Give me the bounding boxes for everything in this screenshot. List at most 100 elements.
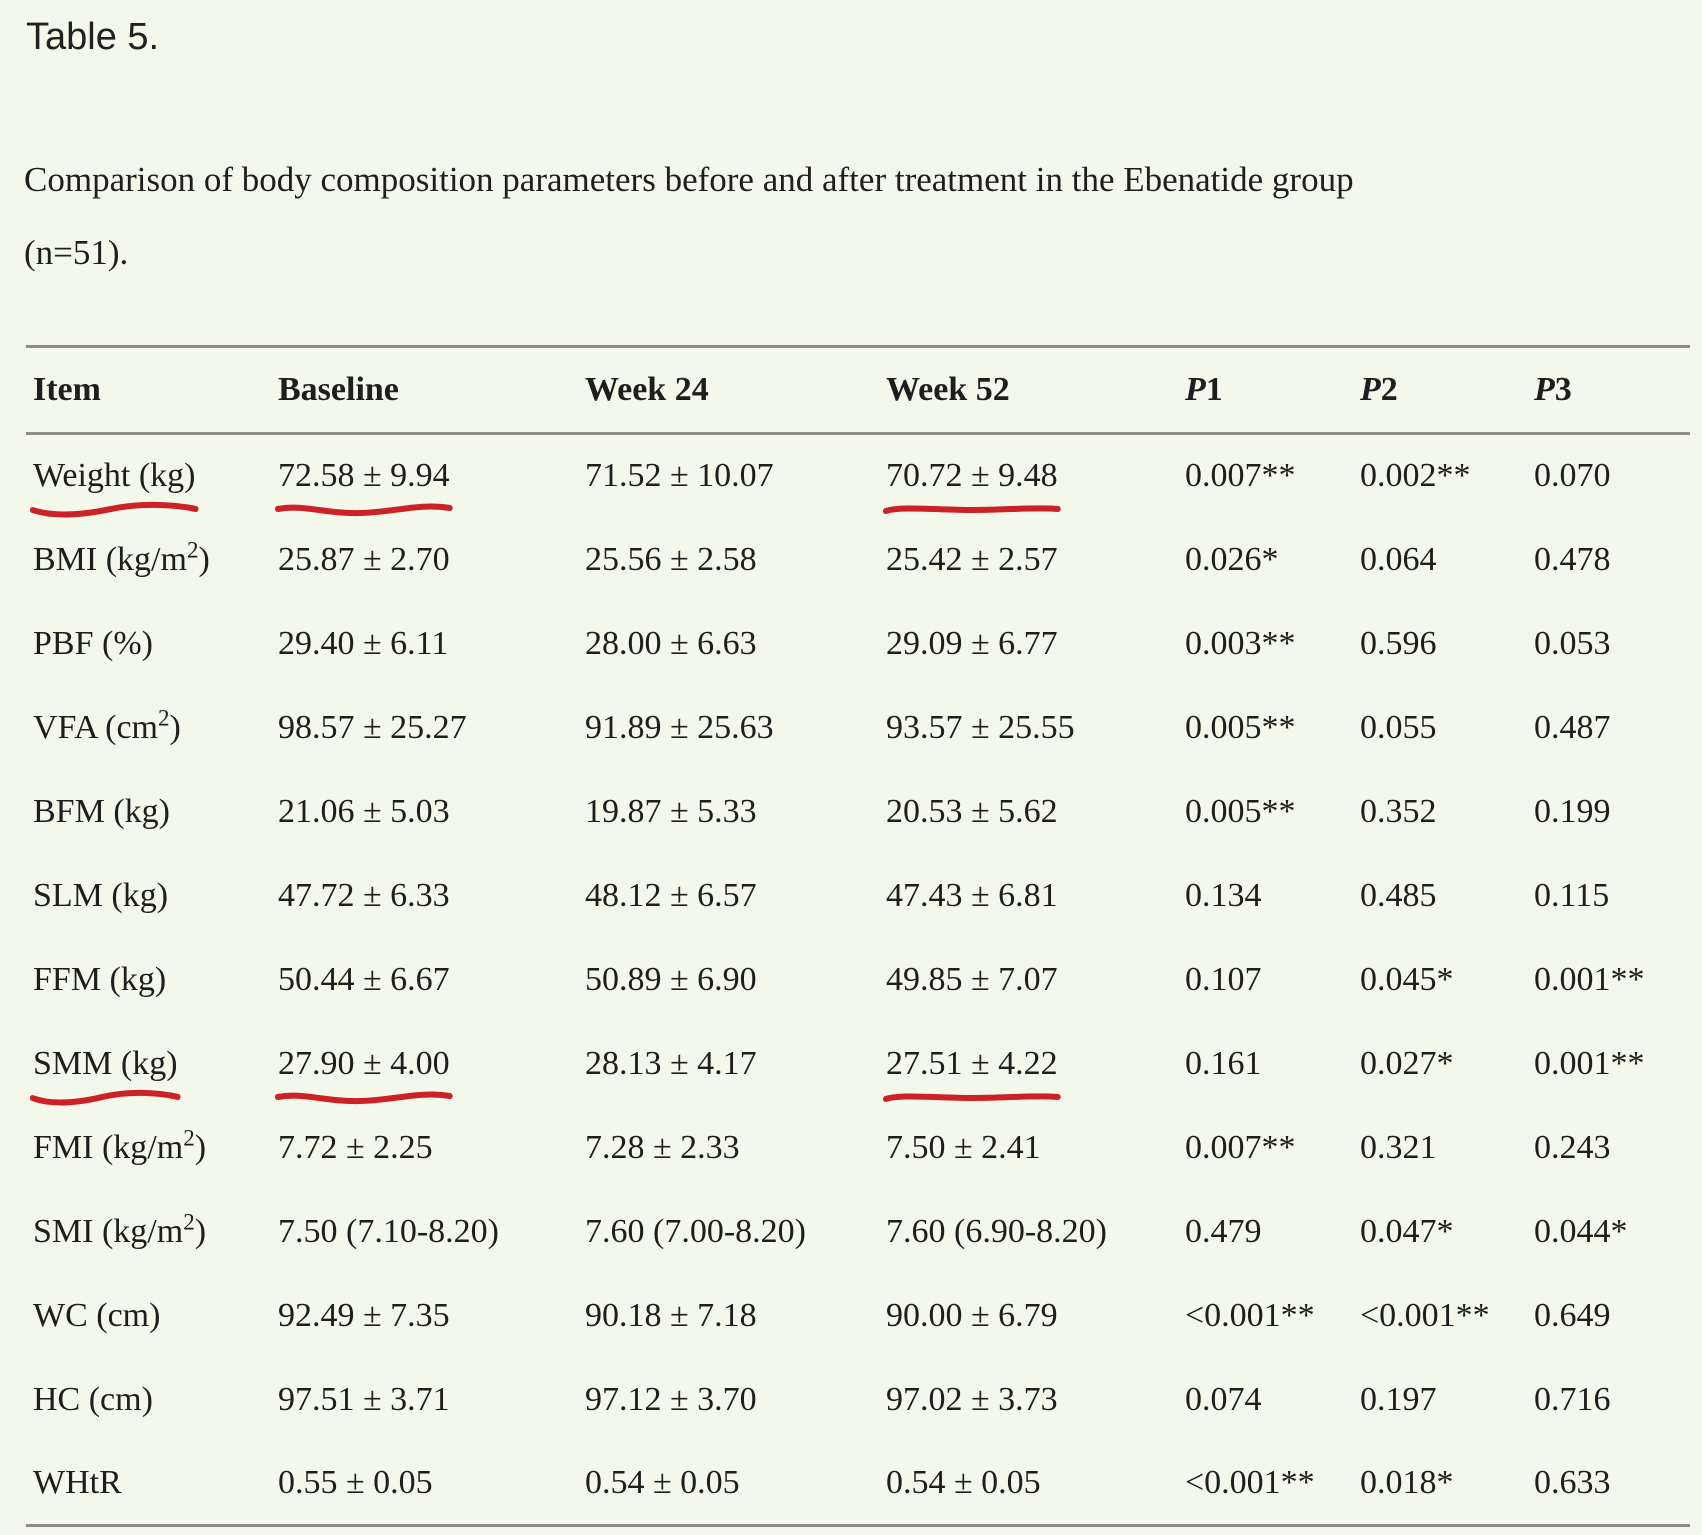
cell-text: 0.005** [1185,792,1296,830]
cell-content: 90.00 ± 6.79 [886,1297,1058,1335]
p3-cell: 0.649 [1527,1274,1690,1358]
baseline-cell: 0.55 ± 0.05 [271,1442,578,1526]
header-cell-p2: P2 [1353,346,1527,435]
baseline-cell: 97.51 ± 3.71 [271,1358,578,1442]
week52-cell: 97.02 ± 3.73 [879,1358,1178,1442]
p1-cell: 0.007** [1178,434,1353,518]
p3-cell: 0.070 [1527,434,1690,518]
cell-text: 0.007** [1185,1128,1296,1166]
cell-content: 0.596 [1360,625,1437,663]
cell-text: 7.50 (7.10-8.20) [278,1212,499,1250]
cell-content: FMI (kg/m2) [33,1126,206,1167]
cell-text: 0.633 [1534,1463,1611,1501]
cell-text: 93.57 ± 25.55 [886,708,1075,746]
item-cell: BMI (kg/m2) [26,518,271,602]
cell-content: SMM (kg) [30,1045,181,1105]
cell-content: 25.87 ± 2.70 [278,541,450,579]
red-underline-annotation [275,503,453,517]
cell-content: 0.001** [1534,961,1645,999]
table-header: Item Baseline Week 24 Week 52 P1 P2 P3 [26,346,1690,435]
cell-text: 50.44 ± 6.67 [278,960,450,998]
cell-text: <0.001** [1185,1463,1315,1501]
cell-text: 29.09 ± 6.77 [886,624,1058,662]
week24-cell: 0.54 ± 0.05 [578,1442,879,1526]
table-row: SMM (kg) 27.90 ± 4.00 28.13 ± 4.17 27.51 ± … [26,1022,1690,1106]
p1-cell: <0.001** [1178,1274,1353,1358]
p2-cell: 0.002** [1353,434,1527,518]
cell-content: 0.649 [1534,1297,1611,1335]
cell-text: PBF (%) [33,624,153,662]
cell-text: 27.90 ± 4.00 [278,1044,450,1082]
week52-cell: 49.85 ± 7.07 [879,938,1178,1022]
superscript-2: 2 [157,705,170,731]
cell-content: 70.72 ± 9.48 [883,457,1061,515]
cell-text: 0.54 ± 0.05 [886,1463,1041,1501]
table-row: BFM (kg) 21.06 ± 5.03 19.87 ± 5.33 20.53 ± … [26,770,1690,854]
cell-text: 0.487 [1534,708,1611,746]
cell-text: 0.027* [1360,1044,1454,1082]
cell-content: BFM (kg) [33,793,170,831]
cell-text: 0.018* [1360,1463,1454,1501]
cell-text: 21.06 ± 5.03 [278,792,450,830]
table-row: VFA (cm2) 98.57 ± 25.27 91.89 ± 25.63 93.57… [26,686,1690,770]
cell-content: 0.487 [1534,709,1611,747]
cell-content: 90.18 ± 7.18 [585,1297,757,1335]
cell-content: 0.045* [1360,961,1454,999]
item-cell: BFM (kg) [26,770,271,854]
item-cell: VFA (cm2) [26,686,271,770]
p3-cell: 0.001** [1527,938,1690,1022]
cell-text: 20.53 ± 5.62 [886,792,1058,830]
cell-text: 0.478 [1534,540,1611,578]
p2-cell: 0.321 [1353,1106,1527,1190]
cell-text: 7.60 (7.00-8.20) [585,1212,806,1250]
p1-cell: 0.005** [1178,686,1353,770]
cell-content: 0.352 [1360,793,1437,831]
p2-cell: <0.001** [1353,1274,1527,1358]
cell-content: FFM (kg) [33,961,166,999]
cell-content: 29.09 ± 6.77 [886,625,1058,663]
p1-cell: 0.161 [1178,1022,1353,1106]
red-underline-annotation [30,502,199,518]
cell-text: 0.047* [1360,1212,1454,1250]
table-row: PBF (%) 29.40 ± 6.11 28.00 ± 6.63 29.09 ± 6… [26,602,1690,686]
cell-content: 98.57 ± 25.27 [278,709,467,747]
table-row: FFM (kg) 50.44 ± 6.67 50.89 ± 6.90 49.85 ± … [26,938,1690,1022]
red-underline-annotation [275,1091,453,1104]
table-row: WC (cm) 92.49 ± 7.35 90.18 ± 7.18 90.00 ± 6… [26,1274,1690,1358]
item-cell: Weight (kg) [26,434,271,518]
cell-text: 0.134 [1185,876,1262,914]
cell-text: 0.649 [1534,1296,1611,1334]
cell-content: HC (cm) [33,1381,153,1419]
cell-text: 0.197 [1360,1380,1437,1418]
cell-text: 47.72 ± 6.33 [278,876,450,914]
cell-content: 0.074 [1185,1381,1262,1419]
superscript-2: 2 [183,1209,195,1235]
item-cell: WHtR [26,1442,271,1526]
cell-text: BFM (kg) [33,792,170,830]
cell-content: 27.90 ± 4.00 [275,1044,453,1104]
baseline-cell: 98.57 ± 25.27 [271,686,578,770]
cell-content: 0.027* [1360,1045,1454,1083]
cell-content: 19.87 ± 5.33 [585,793,757,831]
cell-text: 71.52 ± 10.07 [585,457,774,495]
superscript-2: 2 [183,1125,195,1151]
p2-cell: 0.055 [1353,686,1527,770]
p3-cell: 0.044* [1527,1190,1690,1274]
cell-content: BMI (kg/m2) [33,538,210,579]
cell-content: 0.018* [1360,1464,1454,1502]
cell-text: 0.055 [1360,708,1437,746]
p3-cell: 0.001** [1527,1022,1690,1106]
cell-content: 0.064 [1360,541,1437,579]
table-container: Item Baseline Week 24 Week 52 P1 P2 P3 W… [26,345,1690,1527]
cell-content: 0.107 [1185,961,1262,999]
week24-cell: 50.89 ± 6.90 [578,938,879,1022]
cell-text: 0.026* [1185,540,1279,578]
cell-text: 7.28 ± 2.33 [585,1128,740,1166]
cell-content: 0.044* [1534,1213,1628,1251]
cell-text: 0.045* [1360,960,1454,998]
p2-cell: 0.485 [1353,854,1527,938]
cell-content: 0.003** [1185,625,1296,663]
table-row: HC (cm) 97.51 ± 3.71 97.12 ± 3.70 97.02 ± 3… [26,1358,1690,1442]
cell-text: 0.485 [1360,876,1437,914]
superscript-2: 2 [186,537,199,563]
